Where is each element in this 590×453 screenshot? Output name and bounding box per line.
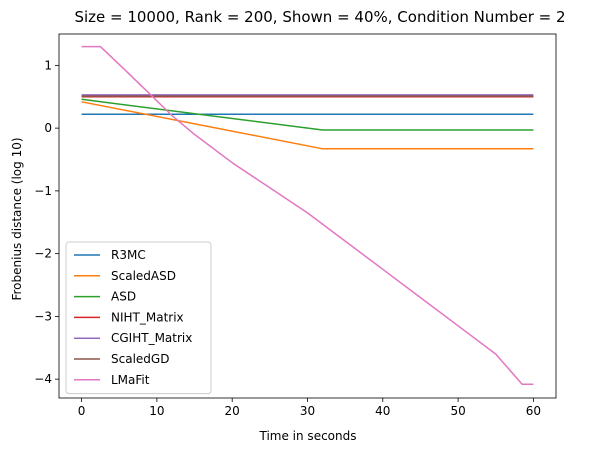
- chart-title: Size = 10000, Rank = 200, Shown = 40%, C…: [74, 8, 565, 26]
- series-line-asd: [81, 98, 534, 131]
- x-axis: 0 10 20 30 40 50 60: [78, 398, 541, 418]
- legend-entry: ScaledASD: [111, 269, 176, 283]
- x-tick-label: 0: [78, 404, 86, 418]
- legend-entry: CGIHT_Matrix: [111, 331, 192, 345]
- y-tick-label: −2: [34, 247, 52, 261]
- legend-entry: LMaFit: [111, 373, 150, 387]
- legend-entry: ScaledGD: [111, 352, 169, 366]
- legend-entry: R3MC: [111, 248, 146, 262]
- x-tick-label: 50: [450, 404, 465, 418]
- y-axis-label: Frobenius distance (log 10): [10, 137, 24, 300]
- legend: R3MC ScaledASD ASD NIHT_Matrix CGIHT_Matrix S…: [65, 241, 212, 395]
- series-line-scaledasd: [81, 101, 534, 150]
- x-tick-label: 40: [375, 404, 390, 418]
- x-tick-label: 30: [300, 404, 315, 418]
- legend-entry: NIHT_Matrix: [111, 310, 184, 324]
- legend-box: [65, 241, 212, 395]
- y-axis: −4 −3 −2 −1 0 1: [34, 58, 59, 386]
- y-tick-label: 0: [44, 121, 52, 135]
- y-tick-label: 1: [44, 58, 52, 72]
- x-tick-label: 10: [149, 404, 164, 418]
- y-tick-label: −1: [34, 184, 52, 198]
- y-tick-label: −3: [34, 309, 52, 323]
- y-tick-label: −4: [34, 372, 52, 386]
- legend-entry: ASD: [111, 290, 136, 304]
- series-line-lmafit: [81, 45, 534, 385]
- plot-lines: [81, 45, 534, 385]
- x-tick-label: 60: [526, 404, 541, 418]
- x-axis-label: Time in seconds: [259, 429, 357, 443]
- x-tick-label: 20: [225, 404, 240, 418]
